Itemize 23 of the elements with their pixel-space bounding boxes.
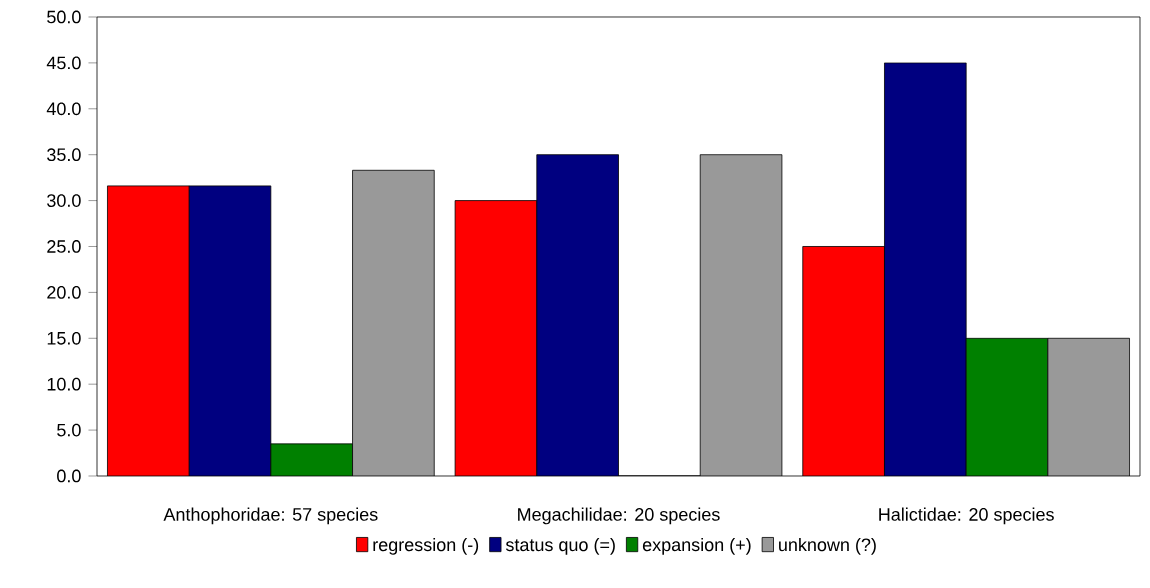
bar bbox=[352, 169, 435, 476]
y-tick-label: 10.0 bbox=[47, 377, 81, 391]
y-tick-label: 20.0 bbox=[47, 286, 81, 299]
legend-label: regression (-) bbox=[373, 537, 479, 555]
y-tick-label: 15.0 bbox=[47, 331, 81, 345]
y-tick-label: 25.0 bbox=[47, 240, 81, 253]
bar bbox=[965, 337, 1049, 476]
y-tick-label: 30.0 bbox=[47, 194, 81, 207]
legend-label: unknown (?) bbox=[779, 537, 876, 555]
y-tick-label: 45.0 bbox=[46, 56, 81, 70]
bar bbox=[699, 154, 783, 476]
y-tick-label: 40.0 bbox=[46, 102, 81, 116]
legend-label: expansion (+) bbox=[642, 537, 751, 555]
x-tick-label: Halictidae: 20 species bbox=[879, 507, 1054, 525]
y-tick-label: 0.0 bbox=[57, 469, 81, 483]
legend-label: status quo (=) bbox=[505, 537, 615, 555]
bar bbox=[1047, 337, 1130, 476]
bar bbox=[270, 443, 353, 476]
y-tick-label: 35.0 bbox=[47, 148, 81, 162]
y-tick-label: 50.0 bbox=[47, 10, 81, 24]
y-tick-label: 5.0 bbox=[57, 423, 81, 437]
x-tick-label: Anthophoridae: 57 species bbox=[163, 507, 378, 525]
x-tick-label: Megachilidae: 20 species bbox=[518, 507, 720, 525]
